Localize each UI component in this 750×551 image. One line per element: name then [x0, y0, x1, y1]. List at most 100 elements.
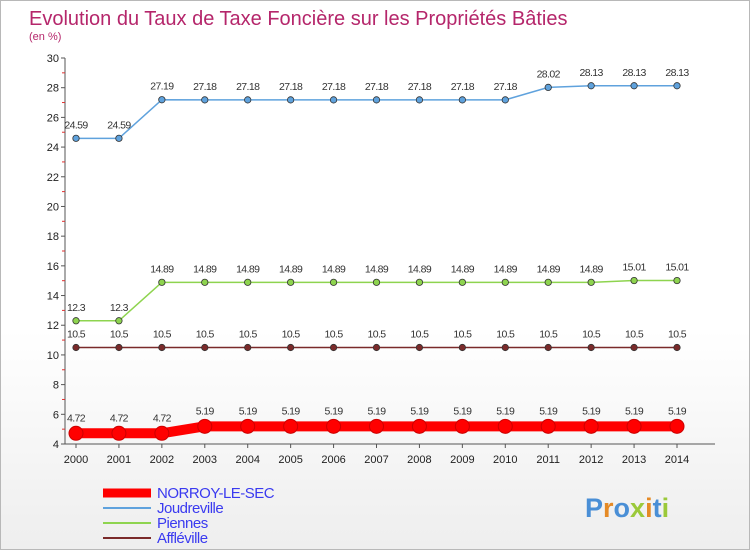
- data-point: [115, 317, 123, 325]
- logo-letter: t: [653, 493, 662, 523]
- series-line: [75, 85, 678, 140]
- data-label: 5.19: [282, 405, 301, 417]
- data-label: 14.89: [451, 263, 475, 275]
- data-point: [369, 418, 384, 434]
- data-point: [673, 82, 681, 90]
- y-tick-label: 16: [47, 261, 59, 273]
- x-tick-label: 2007: [364, 454, 388, 466]
- series-joudreville: 24.59 24.59 27.19 27.18 27.18 27.18 27.18 27.18…: [64, 67, 690, 142]
- data-label: 10.5: [153, 329, 172, 341]
- data-label: 27.18: [322, 81, 346, 93]
- data-point: [626, 418, 642, 434]
- y-tick-label: 20: [47, 201, 59, 213]
- data-label: 14.89: [580, 263, 604, 275]
- x-tick-label: 2010: [493, 454, 517, 466]
- data-point: [68, 425, 84, 441]
- data-point: [287, 278, 295, 286]
- x-tick-label: 2004: [235, 454, 259, 466]
- data-label: 10.5: [367, 329, 386, 341]
- data-label: 5.19: [410, 405, 429, 417]
- data-label: 24.59: [107, 119, 131, 131]
- data-point: [501, 278, 509, 286]
- data-point: [544, 278, 552, 286]
- legend-label: Joudreville: [157, 500, 223, 517]
- data-point: [673, 343, 681, 352]
- y-tick-label: 14: [47, 291, 59, 303]
- data-point: [630, 82, 638, 90]
- data-point: [72, 134, 80, 142]
- data-label: 27.18: [279, 81, 303, 93]
- data-label: 4.72: [153, 412, 172, 424]
- data-label: 27.19: [150, 81, 174, 93]
- data-label: 14.89: [279, 263, 303, 275]
- data-point: [587, 82, 595, 90]
- data-label: 10.5: [668, 329, 687, 341]
- data-point: [158, 96, 166, 104]
- legend-label: NORROY-LE-SEC: [157, 485, 275, 502]
- data-label: 10.5: [239, 329, 258, 341]
- data-label: 28.13: [665, 67, 689, 79]
- x-tick-label: 2014: [665, 454, 689, 466]
- x-tick-label: 2013: [622, 454, 646, 466]
- data-label: 12.3: [67, 302, 86, 314]
- data-point: [72, 343, 80, 352]
- data-label: 14.89: [193, 263, 217, 275]
- x-tick-label: 2009: [450, 454, 474, 466]
- data-point: [244, 96, 252, 104]
- y-tick-label: 22: [47, 172, 59, 184]
- data-point: [458, 278, 466, 286]
- data-label: 14.89: [408, 263, 432, 275]
- data-point: [283, 418, 299, 434]
- data-point: [454, 418, 470, 434]
- data-point: [630, 276, 638, 285]
- data-point: [501, 343, 509, 352]
- data-point: [372, 343, 381, 352]
- data-label: 10.5: [325, 329, 344, 341]
- data-label: 27.18: [193, 81, 217, 93]
- data-point: [415, 278, 424, 286]
- x-tick-label: 2000: [64, 454, 88, 466]
- data-label: 10.5: [282, 329, 301, 341]
- y-tick-label: 6: [53, 409, 59, 421]
- data-point: [587, 343, 595, 352]
- data-label: 27.18: [494, 81, 518, 93]
- data-label: 27.18: [451, 81, 475, 93]
- x-tick-label: 2005: [278, 454, 302, 466]
- data-point: [544, 83, 552, 91]
- data-label: 4.72: [67, 412, 86, 424]
- data-point: [544, 343, 552, 352]
- data-point: [329, 96, 338, 104]
- data-label: 5.19: [367, 405, 386, 417]
- data-point: [372, 278, 381, 286]
- data-point: [415, 343, 424, 352]
- data-point: [673, 276, 681, 285]
- data-point: [111, 425, 127, 441]
- x-tick-label: 2006: [321, 454, 345, 466]
- y-tick-label: 26: [47, 112, 59, 124]
- data-label: 5.19: [453, 405, 472, 417]
- x-tick-label: 2003: [193, 454, 217, 466]
- data-point: [287, 343, 295, 352]
- y-tick-label: 10: [47, 350, 59, 362]
- data-label: 14.89: [537, 263, 561, 275]
- data-label: 5.19: [539, 405, 558, 417]
- data-label: 15.01: [622, 262, 646, 274]
- data-point: [244, 343, 252, 352]
- legend-label: Affléville: [157, 530, 208, 547]
- x-tick-label: 2011: [536, 454, 560, 466]
- data-point: [72, 317, 80, 325]
- axes: 4 6 8 10 12 14 16 18 20 22 24 26 28 30 2000 2001 2002 200…: [47, 53, 715, 466]
- series-affl-ville: 10.5 10.5 10.5 10.5 10.5 10.5 10.5 10.5 10.5 10.5…: [67, 329, 687, 352]
- y-tick-label: 18: [47, 231, 59, 243]
- legend-label: Piennes: [157, 515, 208, 532]
- logo-letter: P: [585, 493, 603, 523]
- data-point: [411, 418, 427, 434]
- data-point: [201, 278, 209, 286]
- data-label: 5.19: [196, 405, 215, 417]
- data-point: [497, 418, 513, 434]
- data-point: [287, 96, 295, 104]
- data-label: 28.13: [580, 67, 604, 79]
- data-point: [329, 343, 338, 352]
- data-point: [329, 278, 338, 286]
